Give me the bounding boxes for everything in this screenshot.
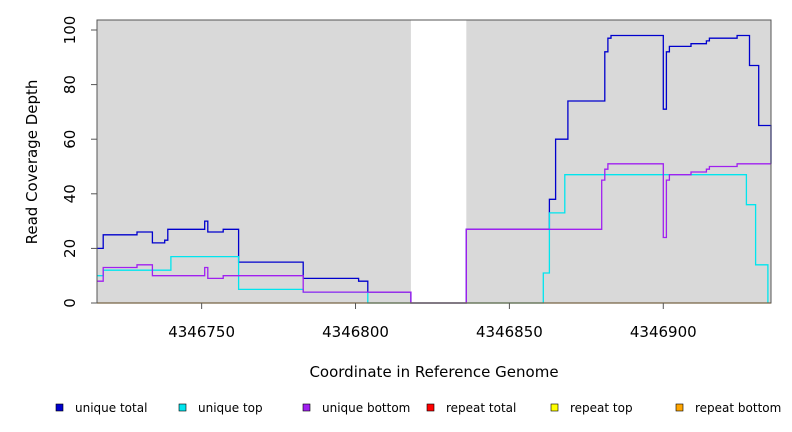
legend-label: repeat bottom xyxy=(695,401,781,415)
legend-swatch xyxy=(675,403,684,412)
shaded-region xyxy=(466,20,771,303)
series-line-unique-bottom xyxy=(97,163,771,304)
legend-label: repeat total xyxy=(446,401,516,415)
x-tick-label: 4346800 xyxy=(322,323,389,341)
x-tick-label: 4346900 xyxy=(630,323,697,341)
legend-label: repeat top xyxy=(570,401,633,415)
y-tick-label: 100 xyxy=(61,16,79,45)
legend-swatch xyxy=(55,403,64,412)
legend: unique total unique top unique bottom repea… xyxy=(55,401,781,415)
y-tick-label: 0 xyxy=(61,298,79,308)
y-tick-label: 40 xyxy=(61,184,79,203)
legend-swatch xyxy=(426,403,435,412)
legend-label: unique top xyxy=(198,401,263,415)
y-tick-label: 80 xyxy=(61,75,79,94)
y-tick-label: 60 xyxy=(61,130,79,149)
axes: 0 20 40 60 80 100 4346750 4346800 4346850 4346900 xyxy=(61,16,697,341)
legend-swatch xyxy=(178,403,187,412)
legend-swatch xyxy=(550,403,559,412)
legend-label: unique total xyxy=(75,401,147,415)
x-tick-label: 4346850 xyxy=(476,323,543,341)
shaded-region xyxy=(97,20,411,303)
y-tick-label: 20 xyxy=(61,239,79,258)
legend-label: unique bottom xyxy=(322,401,410,415)
series-line-unique-total xyxy=(97,34,772,304)
x-tick-label: 4346750 xyxy=(168,323,235,341)
y-axis-label: Read Coverage Depth xyxy=(23,80,41,245)
plot-frame xyxy=(96,19,772,304)
legend-swatch xyxy=(302,403,311,412)
x-axis-label: Coordinate in Reference Genome xyxy=(309,363,558,381)
shaded-regions xyxy=(97,20,771,303)
